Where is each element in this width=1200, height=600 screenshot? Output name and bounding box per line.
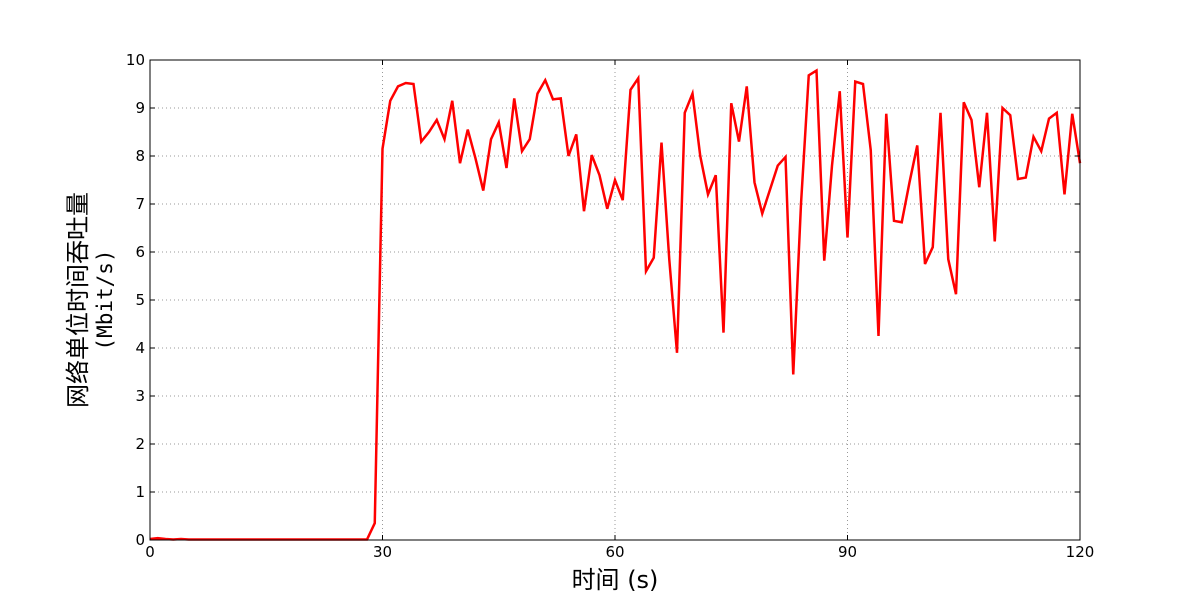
y-tick-label: 8 <box>135 147 145 165</box>
x-tick-label: 120 <box>1066 543 1095 561</box>
y-tick-label: 6 <box>135 243 145 261</box>
y-axis-unit-label: (Mbit/s) <box>93 249 117 350</box>
y-tick-label: 5 <box>135 291 145 309</box>
x-tick-label: 30 <box>373 543 392 561</box>
grid-layer <box>150 60 1080 540</box>
y-tick-label: 10 <box>126 51 145 69</box>
y-axis-label: 网络单位时间吞吐量 <box>64 192 92 408</box>
y-tick-label: 2 <box>135 435 145 453</box>
y-tick-label: 3 <box>135 387 145 405</box>
y-axis-label-group: 网络单位时间吞吐量 (Mbit/s) <box>64 192 117 408</box>
x-tick-label: 60 <box>605 543 624 561</box>
y-tick-label: 4 <box>135 339 145 357</box>
y-tick-label: 9 <box>135 99 145 117</box>
y-tick-label: 7 <box>135 195 145 213</box>
tick-layer: 0 30 60 90 120 0 1 2 3 4 5 6 7 8 9 10 <box>126 51 1094 561</box>
x-tick-label: 0 <box>145 543 155 561</box>
y-tick-label: 1 <box>135 483 145 501</box>
label-layer: 时间 (s) 网络单位时间吞吐量 (Mbit/s) <box>64 192 658 594</box>
x-axis-label: 时间 (s) <box>572 566 659 594</box>
y-tick-label: 0 <box>135 531 145 549</box>
x-tick-label: 90 <box>838 543 857 561</box>
